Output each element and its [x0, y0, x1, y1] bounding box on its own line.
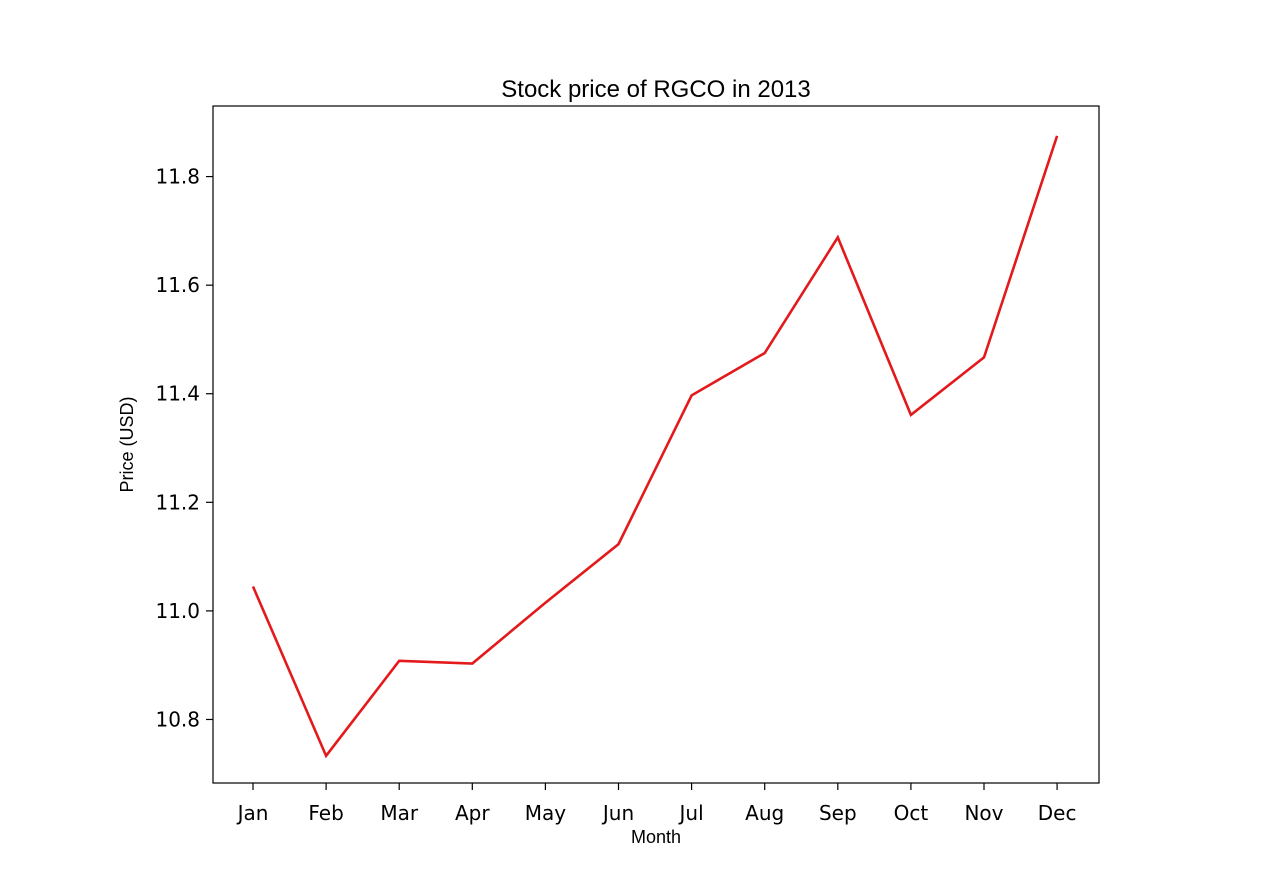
x-tick-label: Apr — [455, 801, 490, 825]
x-tick-label: May — [525, 801, 567, 825]
y-tick-label: 11.4 — [155, 382, 200, 406]
y-axis-label: Price (USD) — [117, 396, 137, 492]
plot-area — [212, 105, 1100, 784]
x-tick-label: Nov — [964, 801, 1003, 825]
y-tick-label: 10.8 — [155, 707, 200, 731]
x-tick-label: Sep — [819, 801, 857, 825]
chart-title: Stock price of RGCO in 2013 — [501, 76, 810, 103]
x-tick-label: Jan — [236, 801, 269, 825]
x-tick-label: Mar — [380, 801, 419, 825]
x-tick-label: Jun — [601, 801, 634, 825]
x-tick-label: Aug — [745, 801, 784, 825]
x-axis: Jan Feb Mar Apr May Jun Jul Aug Sep Oct Nov Dec — [236, 783, 1077, 825]
series-line — [251, 135, 1059, 759]
x-tick-label: Dec — [1038, 801, 1077, 825]
x-tick-label: Jul — [678, 801, 704, 825]
y-axis: 10.8 11.0 11.2 11.4 11.6 11.8 — [155, 165, 213, 731]
x-tick-label: Feb — [308, 801, 343, 825]
y-tick-label: 11.8 — [155, 165, 200, 189]
y-tick-label: 11.0 — [155, 599, 200, 623]
y-tick-label: 11.2 — [155, 490, 200, 514]
y-tick-label: 11.6 — [155, 273, 200, 297]
x-axis-label: Month — [631, 827, 681, 847]
series-layer — [251, 135, 1059, 759]
x-tick-label: Oct — [894, 801, 929, 825]
